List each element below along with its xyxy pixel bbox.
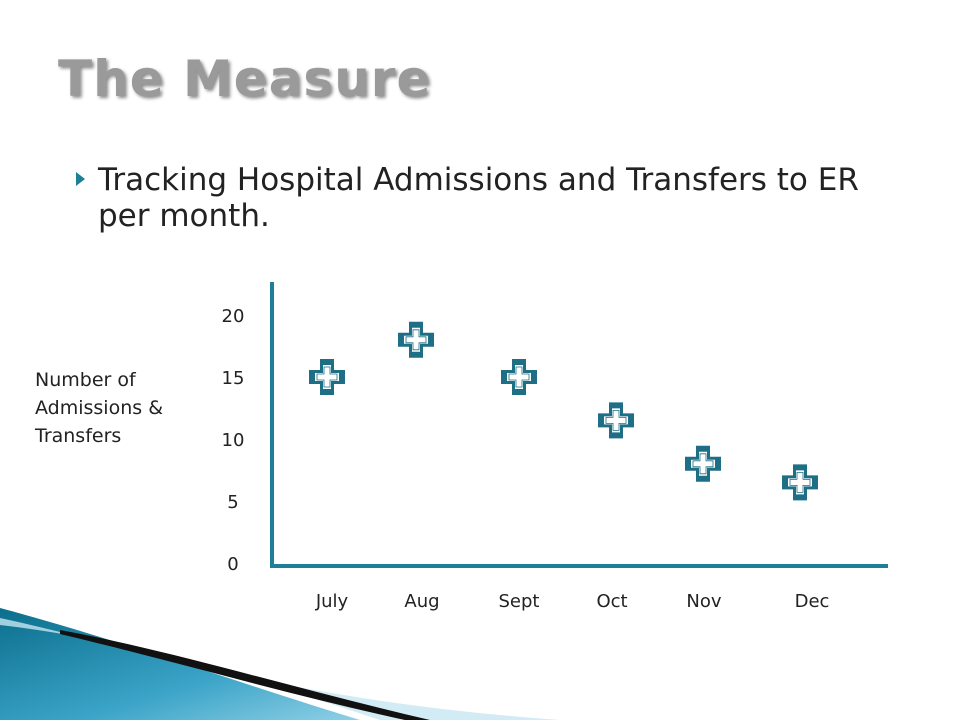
bullet-point: Tracking Hospital Admissions and Transfe… xyxy=(76,162,896,234)
x-tick-label: Nov xyxy=(686,591,721,612)
y-axis-label: Number of Admissions & Transfers xyxy=(35,369,164,447)
y-tick-label: 20 xyxy=(222,306,245,327)
x-tick-label: July xyxy=(315,591,349,612)
y-tick-label: 5 xyxy=(227,492,238,513)
y-tick-label: 10 xyxy=(222,430,245,451)
data-point-plus-icon xyxy=(501,359,537,395)
bullet-text: Tracking Hospital Admissions and Transfe… xyxy=(98,162,859,234)
data-point-plus-icon xyxy=(309,359,345,395)
x-tick-label: Aug xyxy=(404,591,439,612)
data-point-plus-icon xyxy=(598,402,634,439)
x-tick-label: Dec xyxy=(795,591,830,612)
data-point-plus-icon xyxy=(685,445,721,482)
y-tick-label: 15 xyxy=(222,368,245,389)
x-tick-label: Sept xyxy=(499,591,540,612)
bullet-arrow-icon xyxy=(76,172,85,186)
data-point-plus-icon xyxy=(398,321,434,358)
slide-title: The Measure xyxy=(58,50,432,108)
data-point-plus-icon xyxy=(782,464,818,501)
y-tick-label: 0 xyxy=(227,554,238,575)
x-tick-label: Oct xyxy=(596,591,627,612)
